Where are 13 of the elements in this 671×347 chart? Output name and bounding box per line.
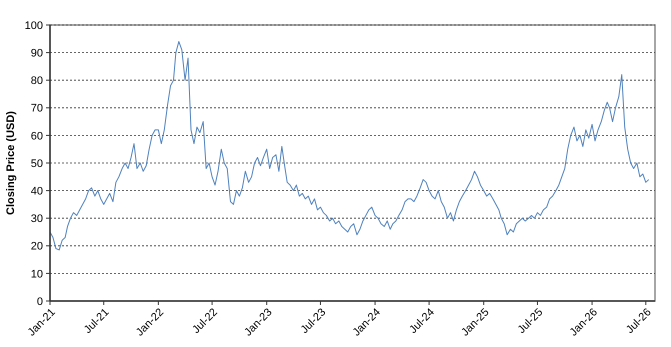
y-tick-label: 20 — [30, 240, 43, 253]
y-tick-label: 50 — [30, 158, 43, 170]
y-tick-label: 30 — [30, 213, 43, 226]
y-tick-label: 40 — [30, 185, 43, 198]
y-tick-label: 60 — [30, 130, 43, 142]
y-tick-label: 0 — [36, 296, 43, 308]
y-tick-label: 80 — [30, 75, 43, 88]
y-tick-label: 10 — [30, 268, 43, 280]
line-series — [50, 41, 650, 250]
y-axis-title: Closing Price (USD) — [5, 110, 17, 215]
y-tick-label: 100 — [24, 20, 43, 32]
y-tick-label: 70 — [30, 102, 43, 115]
y-tick-label: 90 — [30, 47, 43, 60]
